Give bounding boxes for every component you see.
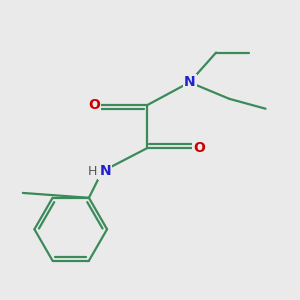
Text: N: N (100, 164, 111, 178)
Text: O: O (88, 98, 100, 112)
Text: N: N (184, 75, 195, 89)
Text: H: H (88, 165, 97, 178)
Text: O: O (194, 141, 206, 155)
